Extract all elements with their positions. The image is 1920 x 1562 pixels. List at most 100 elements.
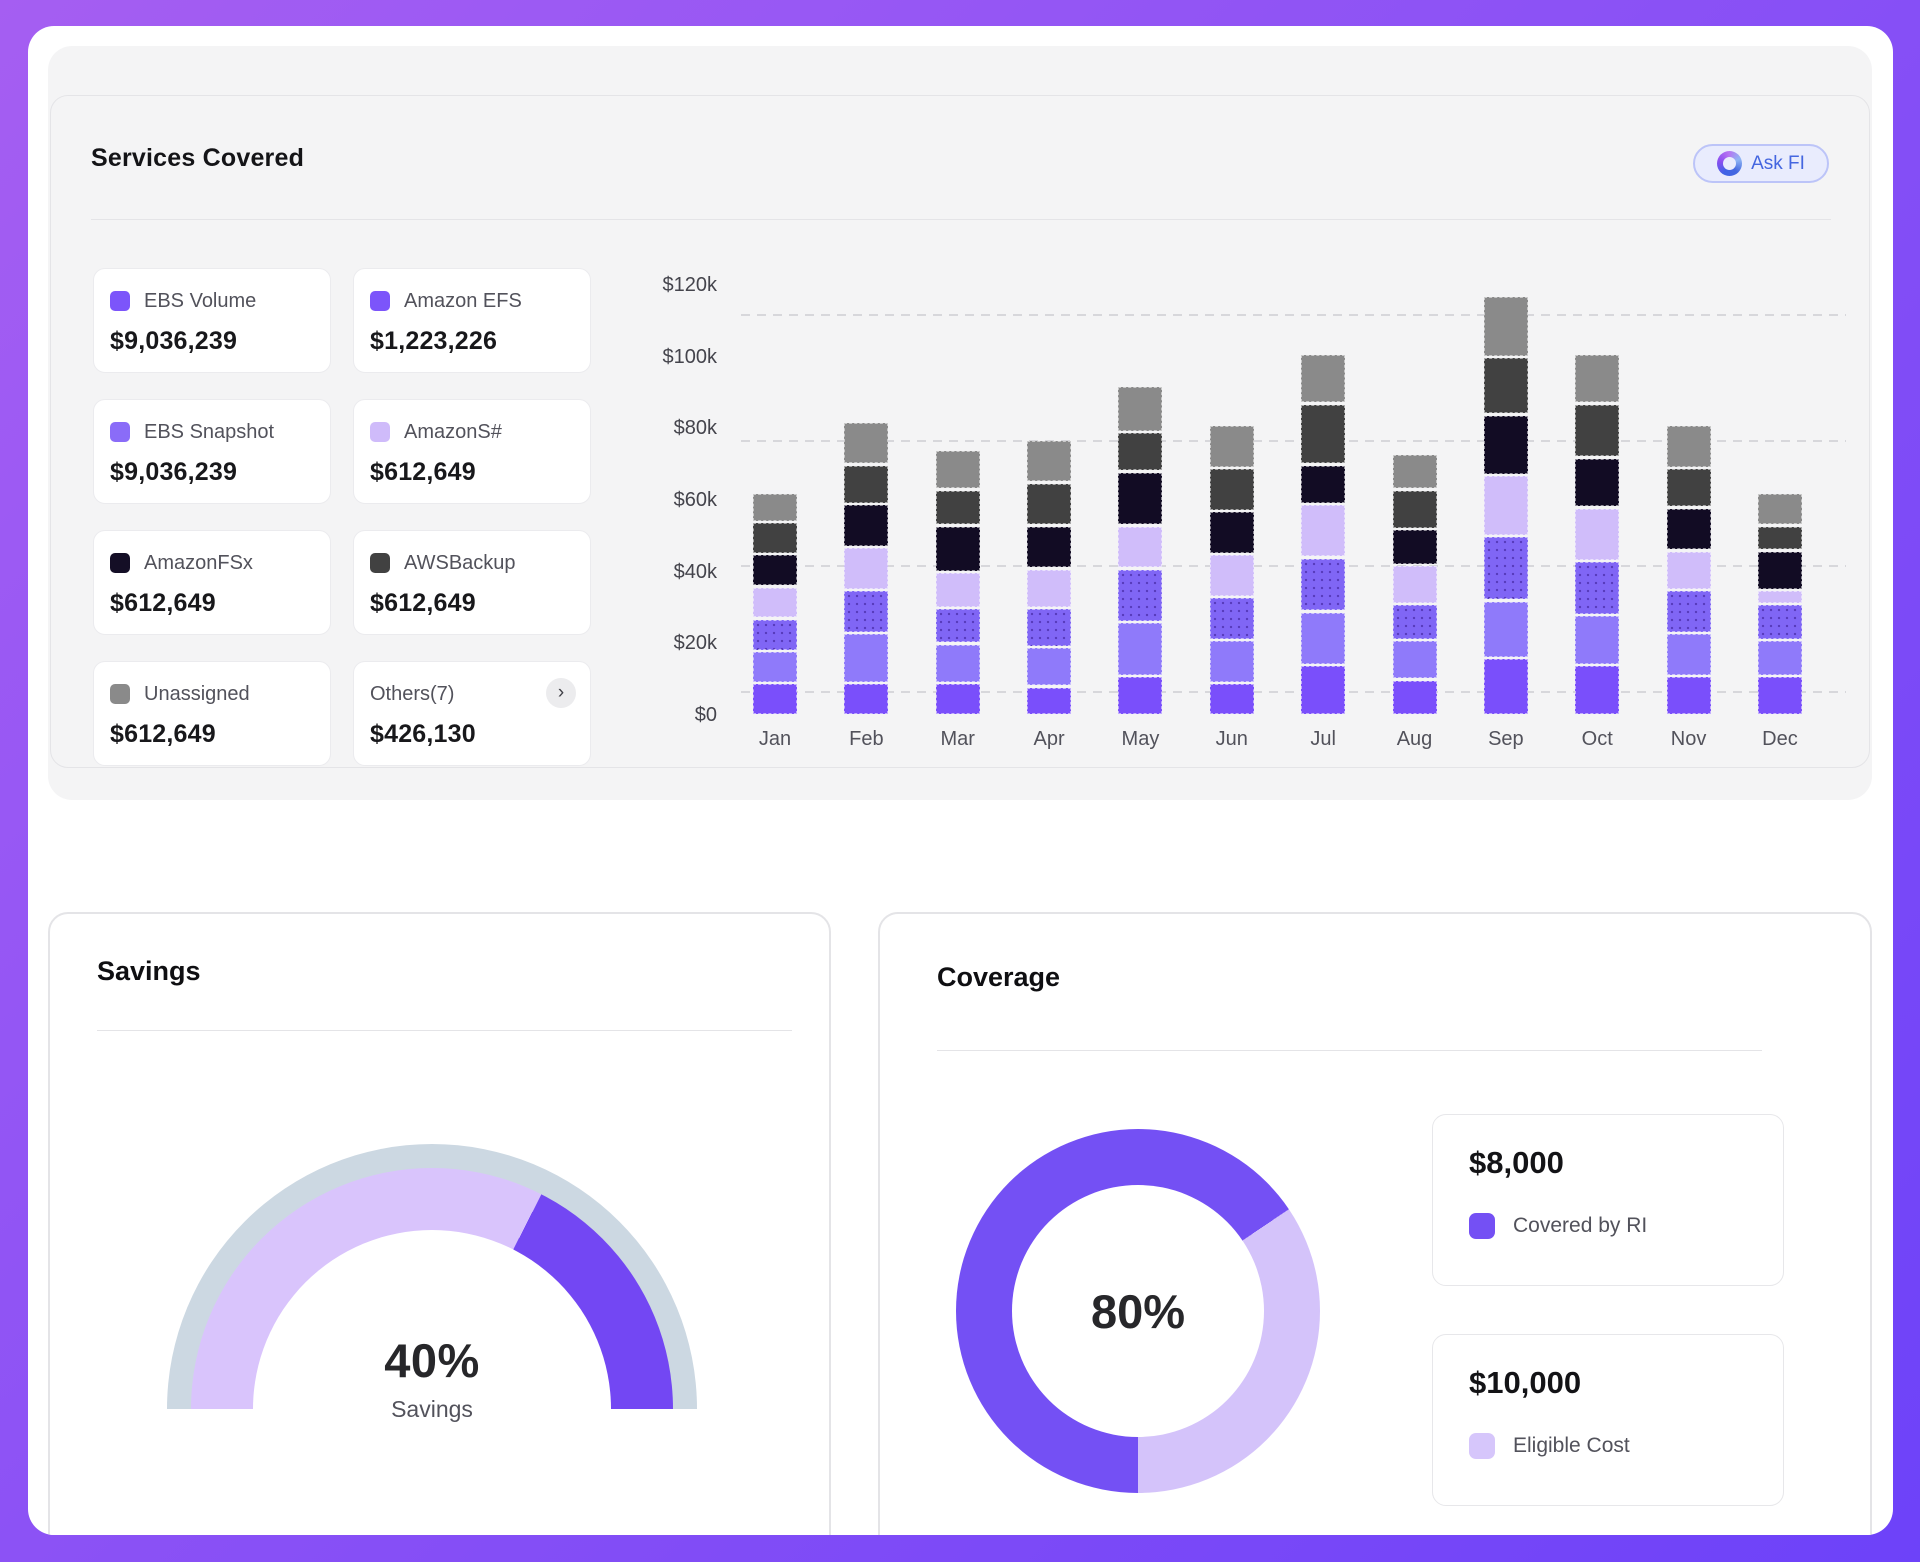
bar-segment-amazon-efs [1209,641,1254,682]
monthly-cost-chart: $0 $20k $40k $60k $80k $100k $120k Jan Feb Mar Apr… [663,274,1846,750]
x-axis-label-nov: Nov [1670,728,1707,750]
dashboard-page: Services Covered Ask FI EBS Volume $9,036… [28,26,1893,1535]
donut-hole: 80% [1012,1185,1264,1437]
legend-swatch-icon [370,422,390,442]
bar-segment-ebs-snapshot [1027,609,1072,646]
legend-swatch-icon [110,422,130,442]
bar-segment-unassigned [1209,426,1254,467]
bar-segment-amazonfsx [1757,551,1802,589]
savings-divider [97,1030,792,1031]
bar-segment-awsbackup [1209,469,1254,510]
bar-segment-amazon-efs [1118,623,1163,675]
bar-segment-unassigned [935,451,980,489]
bar-segment-ebs-snapshot [1483,537,1528,600]
ask-fi-ring-icon [1717,151,1743,176]
bar-segment-unassigned [1575,354,1620,403]
bar-segment-ebs-volume [1118,677,1163,714]
bar-segment-amazon-efs [844,634,889,682]
service-card-amazonfsx: AmazonFSx $612,649 [93,530,331,635]
legend-swatch-icon [370,553,390,573]
bar-segment-amazonfsx [1027,526,1072,568]
x-axis-label-dec: Dec [1762,728,1798,750]
service-card-label: Others(7) [370,682,455,705]
service-card-amazon-efs: Amazon EFS $1,223,226 [353,268,591,373]
bar-segment-amazon-efs [1392,641,1437,679]
gauge-center-text: 40% Savings [167,1333,697,1423]
coverage-card-eligible-cost: $10,000 Eligible Cost [1432,1334,1784,1506]
y-axis-tick: $100k [662,345,718,368]
bar-segment-amazonfsx [753,555,797,585]
bar-segment-ebs-snapshot [1118,569,1163,621]
x-axis-label-mar: Mar [940,728,975,750]
service-card-ebs-snapshot: EBS Snapshot $9,036,239 [93,399,331,504]
gridline [741,314,1846,317]
bar-segment-amazon-efs [1666,634,1711,675]
service-card-label: Unassigned [144,682,250,705]
savings-percent: 40% [384,1334,480,1387]
service-card-value: $426,130 [370,720,476,748]
bar-segment-amazon-efs [1301,612,1346,664]
bar-segment-amazonfsx [1575,458,1620,507]
y-axis-tick: $40k [673,560,717,583]
coverage-panel: Coverage 80% $8,000 Covered by RI $10,000 E… [878,912,1872,1535]
bar-segment-amazonfsx [1301,465,1346,503]
bar-segment-unassigned [1483,297,1528,356]
coverage-donut: 80% [956,1129,1320,1493]
legend-swatch-icon [110,291,130,311]
x-axis-label-may: May [1121,728,1160,750]
header-divider [91,219,1831,220]
legend-swatch-icon [110,684,130,704]
y-axis-tick: $80k [673,417,717,440]
bar-segment-amazonfsx [844,505,889,546]
others-expand-chevron-icon[interactable]: › [546,678,576,708]
coverage-divider [937,1050,1762,1051]
bar-segment-ebs-volume [1483,659,1528,714]
bar-segment-ebs-snapshot [1209,598,1254,639]
x-axis-label-oct: Oct [1581,728,1613,750]
coverage-card-label: Covered by RI [1513,1214,1648,1237]
bar-segment-awsbackup [753,523,797,553]
service-card-amazons-: AmazonS# $612,649 [353,399,591,504]
bar-segment-amazons- [753,587,797,618]
bar-segment-ebs-volume [935,684,980,714]
bar-segment-awsbackup [1666,469,1711,507]
service-card-label: AWSBackup [404,551,516,574]
service-card-value: $9,036,239 [110,458,238,486]
bar-segment-amazons- [1666,551,1711,589]
x-axis-label-jul: Jul [1310,728,1336,750]
bar-segment-unassigned [1118,386,1163,431]
bar-segment-amazons- [1209,555,1254,596]
service-card-label: AmazonS# [404,420,502,443]
bar-segment-amazons- [1575,508,1620,560]
bar-segment-amazon-efs [1757,641,1802,675]
ask-fi-button[interactable]: Ask FI [1693,144,1829,183]
legend-swatch-icon [1469,1433,1495,1459]
bar-segment-awsbackup [844,465,889,503]
bar-segment-unassigned [844,422,889,464]
bar-segment-awsbackup [1301,404,1346,464]
bar-segment-ebs-snapshot [1666,591,1711,632]
service-card-label: EBS Snapshot [144,420,275,443]
ask-fi-label: Ask FI [1751,152,1805,174]
bar-segment-ebs-snapshot [1301,558,1346,611]
bar-segment-ebs-volume [753,684,797,714]
services-covered-title: Services Covered [91,144,305,172]
bar-segment-ebs-volume [1757,677,1802,714]
bar-segment-unassigned [1757,494,1802,525]
bar-segment-amazons- [1483,476,1528,535]
service-card-value: $1,223,226 [370,327,498,355]
service-card-ebs-volume: EBS Volume $9,036,239 [93,268,331,373]
bar-segment-awsbackup [1118,433,1163,471]
coverage-card-covered-by-ri: $8,000 Covered by RI [1432,1114,1784,1286]
x-axis-label-aug: Aug [1396,728,1433,750]
service-card-unassigned: Unassigned $612,649 [93,661,331,766]
bar-segment-amazons- [1027,569,1072,607]
bar-segment-amazonfsx [1118,472,1163,525]
y-axis-tick: $60k [673,489,717,511]
bar-segment-ebs-volume [844,684,889,714]
savings-panel: Savings 40% Savings [48,912,831,1535]
service-card-others-7-: Others(7) › $426,130 [353,661,591,766]
service-card-value: $612,649 [110,720,216,748]
bar-segment-awsbackup [1392,490,1437,528]
legend-swatch-icon [1469,1213,1495,1239]
